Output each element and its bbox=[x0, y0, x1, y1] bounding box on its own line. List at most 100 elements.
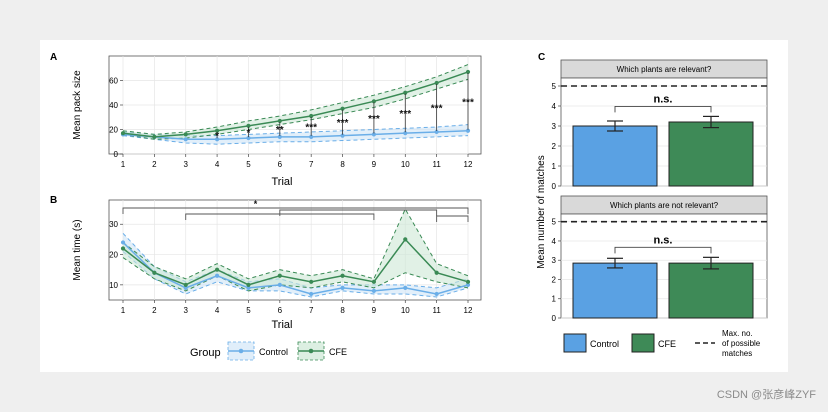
cfe-point bbox=[277, 118, 282, 124]
x-tick-label: 5 bbox=[246, 160, 251, 169]
cfe-point bbox=[214, 267, 220, 272]
cfe-point bbox=[246, 123, 251, 128]
comparison-bracket bbox=[122, 207, 469, 214]
control-point bbox=[246, 135, 251, 141]
cfe-point bbox=[434, 270, 439, 275]
x-tick-label: 12 bbox=[464, 160, 473, 169]
significance-marker: *** bbox=[431, 103, 443, 114]
ns-label: n.s. bbox=[654, 93, 673, 105]
x-tick-label: 9 bbox=[372, 306, 377, 315]
panel-b-significance: * bbox=[122, 199, 469, 222]
y-tick-label: 1 bbox=[552, 162, 557, 171]
panel-a-xlabel: Trial bbox=[272, 176, 293, 188]
panel-a-significance: * * ** *** *** *** ********* bbox=[215, 72, 474, 142]
legend-max-line-1: Max. no. bbox=[722, 329, 753, 338]
x-tick-label: 11 bbox=[432, 160, 441, 169]
legend-max-line-2: of possible bbox=[722, 339, 761, 348]
cfe-ci-upper bbox=[122, 64, 469, 135]
control-series-line bbox=[122, 241, 469, 295]
panel-a-label: A bbox=[50, 52, 57, 63]
significance-marker: *** bbox=[399, 109, 411, 120]
cfe-point bbox=[309, 279, 314, 284]
panel-b-ylabel: Mean time (s) bbox=[72, 219, 83, 280]
significance-marker: *** bbox=[368, 114, 380, 125]
legend-bar-cfe-key bbox=[631, 333, 655, 353]
x-tick-label: 5 bbox=[246, 306, 251, 315]
cfe-point bbox=[465, 69, 471, 75]
significance-marker: *** bbox=[462, 97, 474, 108]
facet-strip-label: Which plants are not relevant? bbox=[610, 201, 719, 210]
x-tick-label: 12 bbox=[464, 306, 473, 315]
ns-bracket bbox=[614, 105, 712, 113]
x-tick-label: 1 bbox=[121, 306, 126, 315]
x-tick-label: 10 bbox=[401, 306, 410, 315]
cfe-point bbox=[152, 134, 157, 139]
legend-group: Group Control CFE bbox=[190, 341, 347, 361]
y-tick-label: 5 bbox=[552, 82, 557, 91]
cfe-ci-upper bbox=[122, 207, 469, 280]
control-point bbox=[246, 285, 251, 290]
control-point bbox=[183, 137, 188, 142]
legend-bar-control-key bbox=[563, 333, 587, 353]
y-tick-label: 20 bbox=[109, 251, 118, 260]
significance-marker: *** bbox=[305, 122, 317, 133]
control-point bbox=[403, 131, 408, 136]
control-point bbox=[277, 282, 282, 287]
x-tick-label: 6 bbox=[278, 160, 283, 169]
panel-a: A * * ** *** *** *** ********* 1 2 3 4 5 6 7 8 9 10 11 12… bbox=[50, 52, 482, 188]
cfe-point bbox=[309, 113, 314, 119]
control-point bbox=[214, 273, 220, 278]
cfe-series-line bbox=[122, 71, 469, 138]
watermark-text: CSDN @张彦峰ZYF bbox=[716, 389, 816, 401]
cfe-point bbox=[403, 237, 408, 242]
y-tick-label: 4 bbox=[552, 237, 557, 246]
figure-frame: A * * ** *** *** *** *** *** *** 1 2 3 4 5 6 7 8 9 10 11 12… bbox=[40, 40, 788, 372]
x-tick-label: 3 bbox=[184, 160, 189, 169]
cfe-bar bbox=[668, 121, 754, 187]
cfe-point bbox=[371, 279, 377, 284]
control-point bbox=[403, 285, 408, 290]
panel-c-facets: Which plants are relevant?012345n.s.Whic… bbox=[552, 59, 768, 323]
cfe-point bbox=[246, 282, 251, 287]
cfe-bar bbox=[668, 262, 754, 319]
cfe-point bbox=[434, 80, 439, 86]
x-tick-label: 8 bbox=[340, 160, 345, 169]
control-ci-ribbon bbox=[123, 233, 468, 297]
control-point bbox=[214, 137, 220, 142]
cfe-point bbox=[403, 90, 408, 95]
legend-cfe-dot bbox=[308, 348, 314, 354]
y-tick-label: 1 bbox=[552, 295, 557, 304]
control-point bbox=[371, 288, 377, 294]
control-point bbox=[465, 128, 471, 133]
legend-control-label: Control bbox=[259, 347, 288, 357]
legend-bar-cfe-label: CFE bbox=[658, 339, 676, 349]
control-point bbox=[183, 285, 188, 290]
cfe-ci-lower bbox=[122, 257, 469, 292]
panel-a-ylabel: Mean pack size bbox=[72, 70, 83, 140]
facet-strip-label: Which plants are relevant? bbox=[617, 65, 712, 74]
ns-bracket bbox=[614, 246, 712, 254]
legend-bar-control-label: Control bbox=[590, 339, 619, 349]
cfe-point bbox=[214, 128, 220, 133]
legend-max-line-3: matches bbox=[722, 349, 752, 358]
x-tick-label: 2 bbox=[152, 306, 157, 315]
y-tick-label: 3 bbox=[552, 256, 557, 265]
y-tick-label: 60 bbox=[109, 77, 118, 86]
control-point bbox=[434, 291, 439, 297]
cfe-point bbox=[277, 273, 282, 278]
x-tick-label: 1 bbox=[121, 160, 126, 169]
panel-b-label: B bbox=[50, 195, 57, 206]
y-tick-label: 4 bbox=[552, 102, 557, 111]
panel-b-lines bbox=[120, 237, 471, 297]
x-tick-label: 6 bbox=[278, 306, 283, 315]
x-tick-label: 7 bbox=[309, 160, 314, 169]
control-point bbox=[309, 134, 314, 139]
significance-marker: * bbox=[215, 131, 219, 142]
cfe-point bbox=[371, 99, 377, 104]
legend-cfe-label: CFE bbox=[329, 347, 347, 357]
cfe-point bbox=[465, 279, 471, 284]
control-point bbox=[309, 291, 314, 297]
x-tick-label: 7 bbox=[309, 306, 314, 315]
